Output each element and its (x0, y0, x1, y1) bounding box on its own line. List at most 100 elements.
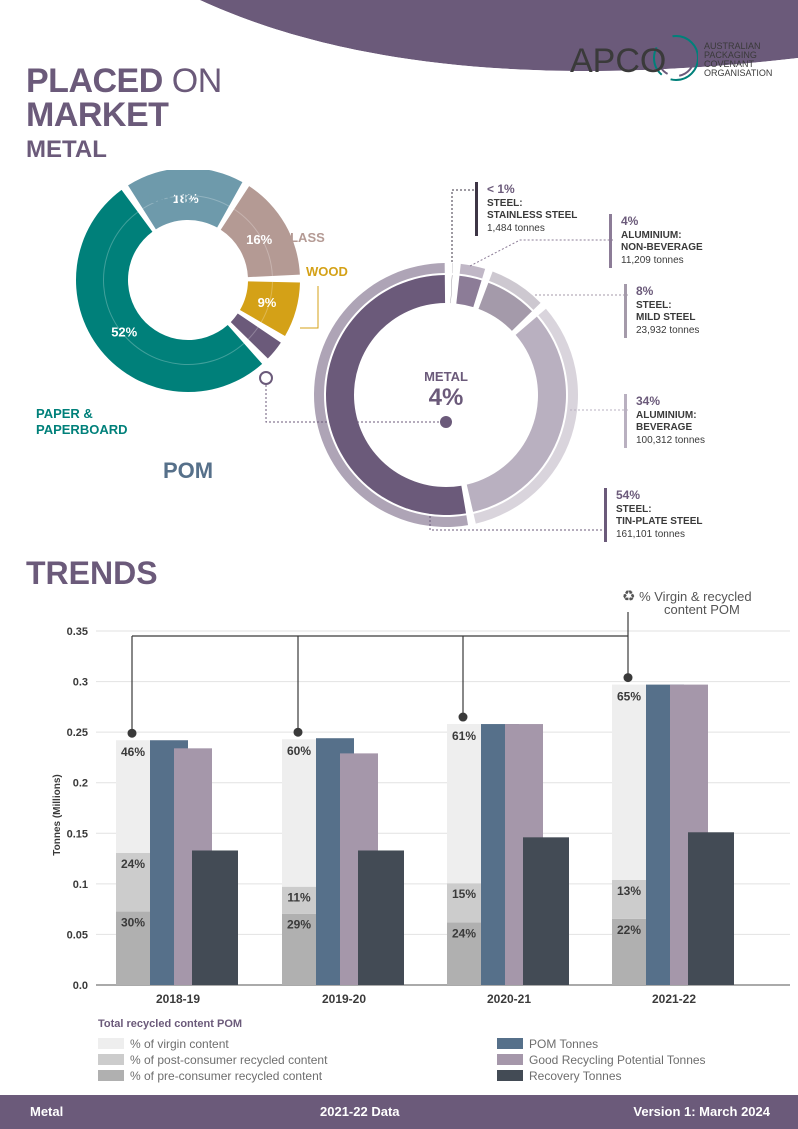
stack-virgin (282, 739, 316, 887)
stack-post-label: 15% (452, 887, 476, 901)
legend-label: Recovery Tonnes (529, 1069, 622, 1083)
swoosh-shape (200, 0, 798, 72)
x-tick-label: 2021-22 (652, 992, 696, 1006)
annotation-line1: % Virgin & recycled (639, 589, 752, 604)
y-tick-label: 0.25 (67, 727, 88, 739)
title-line2: MARKET (26, 96, 169, 134)
page-title: PLACED ON MARKET (26, 64, 222, 132)
pom-slice (239, 281, 300, 336)
metal-slice-outer (459, 263, 486, 279)
x-tick-label: 2020-21 (487, 992, 531, 1006)
stack-virgin-label: 46% (121, 745, 145, 759)
metal-marker (259, 371, 273, 385)
bar-recovery-tonnes (192, 850, 238, 985)
stack-post-label: 13% (617, 884, 641, 898)
metal-slice-outer (489, 271, 541, 310)
pom-slice (230, 313, 281, 359)
legend-item: Recovery Tonnes (497, 1068, 706, 1084)
callout-tonnes: 23,932 tonnes (636, 325, 699, 336)
legend-label: Good Recycling Potential Tonnes (529, 1053, 706, 1067)
legend-item: % of post-consumer recycled content (98, 1052, 327, 1068)
pom-slice-pct: 9% (258, 295, 277, 310)
trends-bar-chart: Tonnes (Millions) 0.0 0.05 0.1 0.15 0.2 0.25 0.… (52, 612, 790, 1006)
callout-bar (604, 488, 607, 542)
connector-dot (293, 727, 303, 737)
callout-category: ALUMINIUM: (636, 410, 697, 421)
apco-logo-text: AUSTRALIAN PACKAGING COVENANT ORGANISATI… (704, 42, 772, 78)
y-tick-label: 0.35 (67, 626, 88, 638)
callout-leader (451, 189, 479, 262)
pom-category-label: WOOD (306, 264, 348, 279)
y-tick-label: 0.3 (73, 677, 88, 689)
callout-bar (624, 394, 627, 448)
stack-post-consumer (612, 879, 646, 919)
pom-label: POM (163, 458, 213, 483)
metal-slice-outer (473, 308, 578, 524)
pom-category-label: PAPER & (36, 406, 93, 421)
y-axis-label: Tonnes (Millions) (52, 774, 63, 855)
wood-leader (300, 286, 319, 329)
pom-slice (220, 186, 300, 278)
stack-virgin-label: 65% (617, 690, 641, 704)
stack-post-label: 11% (287, 891, 311, 905)
legend-label: % of virgin content (130, 1037, 229, 1051)
stack-post-label: 24% (121, 857, 145, 871)
callout-tonnes: 161,101 tonnes (616, 529, 685, 540)
metal-slice-inner (450, 275, 453, 304)
callout-pct: 34% (636, 394, 660, 408)
y-tick-label: 0.2 (73, 778, 88, 790)
pom-category-label: GLASS (280, 230, 325, 245)
stack-virgin-label: 61% (452, 729, 476, 743)
bar-recovery-tonnes (688, 832, 734, 985)
recycle-icon: ♻ (622, 588, 636, 605)
legend-swatch (98, 1038, 124, 1049)
callout-category: STEEL: (487, 198, 523, 209)
callout-leader (469, 239, 613, 267)
annotation-line2: content POM (664, 602, 740, 617)
stack-post-consumer (282, 886, 316, 914)
connector-dot (458, 712, 468, 722)
callout-bar (475, 182, 478, 236)
callout-bar (609, 214, 612, 268)
y-tick-label: 0.1 (73, 879, 88, 891)
stack-virgin (447, 724, 481, 884)
legend-swatch (497, 1038, 523, 1049)
pom-slice (128, 170, 243, 230)
apco-logo-mark: APCO (570, 35, 699, 81)
stack-post-consumer (447, 883, 481, 923)
legend-swatch (98, 1054, 124, 1065)
pom-slice-pct: 18% (173, 191, 199, 206)
stack-virgin (116, 740, 150, 853)
callout-leader (429, 500, 608, 531)
callout-tonnes: 11,209 tonnes (621, 255, 684, 266)
legend-right: POM Tonnes Good Recycling Potential Tonne… (497, 1036, 706, 1084)
stack-post-consumer (116, 852, 150, 912)
stack-pre-consumer (116, 911, 150, 985)
stack-pre-label: 29% (287, 918, 311, 932)
metal-center-label: METAL (424, 369, 468, 384)
pom-category-label: PLASTIC (140, 191, 196, 206)
legend-label: % of pre-consumer recycled content (130, 1069, 323, 1083)
footer-left: Metal (30, 1104, 64, 1119)
bar-recovery-tonnes (523, 837, 569, 985)
stack-pre-label: 24% (452, 926, 476, 940)
pom-slice-pct: 16% (246, 232, 272, 247)
callout-tonnes: 1,484 tonnes (487, 223, 545, 234)
pom-slice (76, 189, 263, 392)
title-bold: PLACED (26, 62, 163, 100)
stack-pre-label: 22% (617, 923, 641, 937)
legend-title: Total recycled content POM (98, 1018, 243, 1030)
callout-subcategory: TIN-PLATE STEEL (616, 516, 702, 527)
footer-center: 2021-22 Data (320, 1104, 400, 1119)
pom-slice-ring (142, 195, 230, 210)
legend-item: % of pre-consumer recycled content (98, 1068, 327, 1084)
connector-dot (623, 673, 633, 683)
metal-slice-outer (452, 263, 453, 274)
legend-item: Good Recycling Potential Tonnes (497, 1052, 706, 1068)
callout-pct: 54% (616, 488, 640, 502)
logo-line2: PACKAGING (704, 50, 757, 60)
logo-line1: AUSTRALIAN (704, 41, 761, 51)
legend-swatch (98, 1070, 124, 1081)
callout-tonnes: 100,312 tonnes (636, 435, 705, 446)
callout-category: STEEL: (636, 300, 672, 311)
